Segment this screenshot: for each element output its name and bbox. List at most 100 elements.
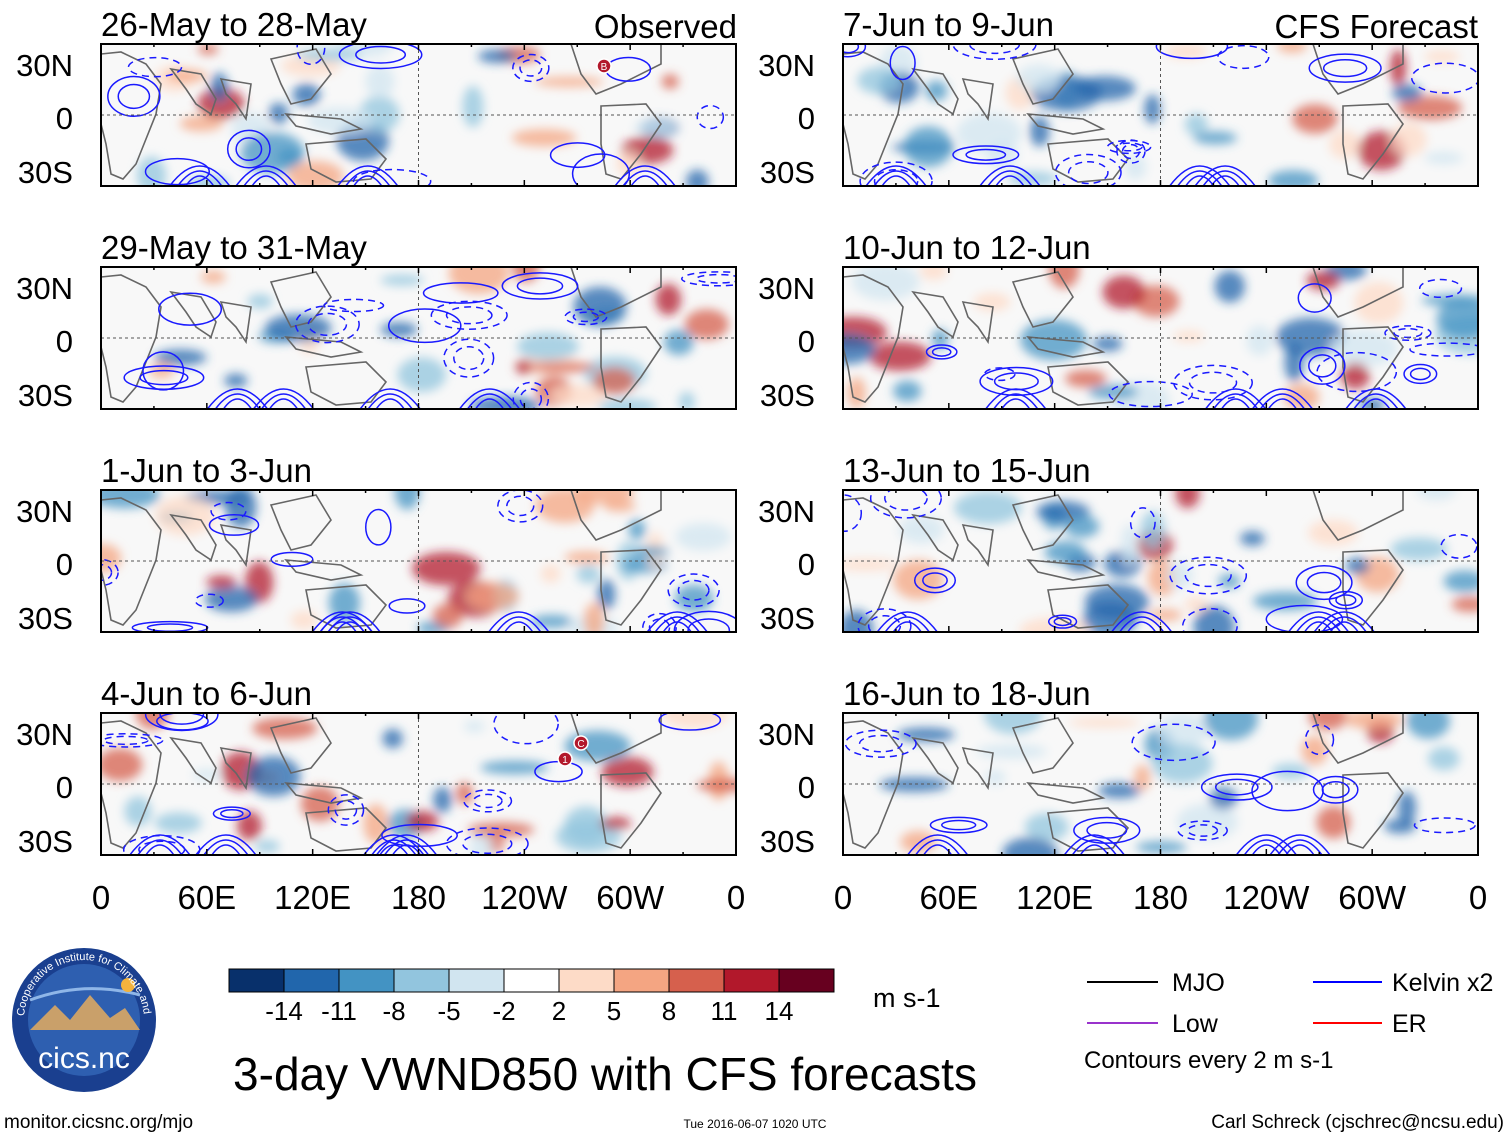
kelvin-contour bbox=[458, 388, 521, 409]
wind-anomaly-blob bbox=[663, 329, 694, 356]
kelvin-contour bbox=[381, 823, 458, 848]
wind-anomaly-blob bbox=[277, 148, 301, 164]
wind-anomaly-blob bbox=[896, 727, 955, 742]
kelvin-contour bbox=[1054, 153, 1122, 186]
panel-date-label: 1-Jun to 3-Jun bbox=[101, 452, 312, 489]
wind-anomaly-blob bbox=[987, 140, 1018, 170]
kelvin-contour bbox=[564, 308, 608, 326]
wind-anomaly-blob bbox=[412, 551, 481, 586]
logo-mountains-icon bbox=[30, 995, 140, 1030]
coastline bbox=[1026, 559, 1106, 581]
colorbar-tick-label: 2 bbox=[552, 996, 566, 1026]
kelvin-contour bbox=[1194, 165, 1256, 186]
latitude-label: 30S bbox=[760, 155, 815, 190]
coastline bbox=[911, 290, 959, 339]
coastline bbox=[169, 513, 217, 562]
wind-anomaly-blob bbox=[616, 150, 641, 177]
wind-anomaly-blob bbox=[857, 66, 901, 94]
coastline bbox=[169, 736, 217, 785]
latitude-label: 30N bbox=[758, 494, 815, 529]
kelvin-contour bbox=[1304, 724, 1335, 756]
coastline bbox=[269, 271, 332, 328]
kelvin-contour bbox=[1129, 507, 1156, 539]
coastline bbox=[284, 782, 364, 804]
kelvin-contour bbox=[1413, 817, 1476, 834]
coastline bbox=[169, 67, 217, 116]
kelvin-contour bbox=[1184, 563, 1232, 588]
colorbar-swatch bbox=[228, 968, 285, 993]
kelvin-contour bbox=[107, 75, 161, 118]
wind-anomaly-blob bbox=[530, 614, 574, 629]
kelvin-contours bbox=[843, 490, 1478, 632]
kelvin-contour bbox=[371, 839, 417, 855]
wind-anomaly-blob bbox=[684, 309, 729, 340]
latitude-label: 30S bbox=[18, 601, 73, 636]
colorbar: -14 -11 -8 -5 -2 2 5 8 11 14 bbox=[228, 968, 835, 1026]
kelvin-contour bbox=[867, 615, 902, 632]
kelvin-contour bbox=[211, 844, 241, 855]
wind-anomaly-blob bbox=[655, 283, 682, 316]
coastline bbox=[284, 113, 364, 135]
wind-anomaly-blob bbox=[432, 603, 463, 629]
coastline bbox=[1047, 807, 1130, 852]
wind-anomaly-blob bbox=[511, 129, 577, 147]
longitude-label: 120E bbox=[274, 879, 351, 916]
coastline bbox=[169, 290, 217, 339]
coastline bbox=[961, 300, 994, 345]
kelvin-contour bbox=[1155, 44, 1229, 60]
coastline bbox=[600, 549, 662, 626]
latitude-label: 0 bbox=[56, 324, 73, 359]
wind-anomaly-blob bbox=[206, 575, 237, 589]
wind-anomaly-blob bbox=[448, 267, 509, 294]
wind-anomaly-blob bbox=[1344, 713, 1404, 730]
kelvin-contour bbox=[1418, 278, 1463, 299]
kelvin-contours bbox=[107, 44, 725, 186]
kelvin-contour bbox=[337, 165, 399, 186]
wind-anomaly-blob bbox=[210, 72, 229, 102]
kelvin-contour bbox=[979, 366, 1054, 396]
kelvin-contour bbox=[1188, 371, 1238, 394]
coastline bbox=[269, 494, 332, 551]
wind-anomaly-blob bbox=[1277, 44, 1307, 53]
wind-anomaly-blob bbox=[1064, 515, 1100, 538]
colorbar-tick-label: -14 bbox=[265, 996, 303, 1026]
kelvin-contour bbox=[654, 616, 700, 632]
wind-anomaly-blob bbox=[1424, 151, 1464, 165]
coastline bbox=[843, 51, 904, 180]
coastlines bbox=[843, 490, 1404, 629]
coastline bbox=[911, 67, 959, 116]
wind-anomaly-blob bbox=[631, 546, 670, 557]
map-panel: 1-Jun to 3-Jun 30N 0 30S bbox=[16, 452, 737, 636]
kelvin-contour bbox=[512, 53, 550, 83]
coastline bbox=[911, 736, 959, 785]
kelvin-contour bbox=[857, 608, 912, 632]
storm-marker-dot bbox=[573, 735, 589, 751]
wind-anomaly-blob bbox=[1406, 713, 1451, 739]
kelvin-contour bbox=[873, 169, 919, 186]
kelvin-contour bbox=[243, 170, 289, 186]
kelvin-contour bbox=[1321, 780, 1350, 799]
logo-sun-icon bbox=[121, 978, 135, 992]
kelvin-contour bbox=[1295, 616, 1342, 632]
kelvin-contour bbox=[680, 271, 736, 287]
logo-text: cics.nc bbox=[38, 1042, 130, 1075]
kelvin-contour bbox=[123, 365, 205, 391]
wind-anomaly-blob bbox=[540, 564, 561, 583]
kelvin-contour bbox=[1131, 723, 1216, 762]
wind-anomaly-blob bbox=[1424, 50, 1460, 63]
longitude-label: 60W bbox=[1338, 879, 1407, 916]
wind-anomaly-blob bbox=[380, 322, 418, 337]
kelvin-contour bbox=[327, 794, 365, 826]
panel-ticks bbox=[842, 490, 1479, 632]
wind-anomaly-blob bbox=[515, 359, 533, 375]
kelvin-contour bbox=[1073, 816, 1141, 844]
kelvin-contour bbox=[1001, 398, 1031, 409]
coastline bbox=[1047, 361, 1130, 406]
wind-anomaly-blob bbox=[247, 294, 273, 309]
coastline bbox=[219, 746, 252, 791]
kelvin-contour bbox=[1220, 398, 1251, 409]
colorbar-tick-label: 5 bbox=[607, 996, 621, 1026]
coastline bbox=[1026, 336, 1106, 358]
kelvin-contour bbox=[1169, 165, 1231, 186]
wind-anomaly-blob bbox=[200, 270, 226, 284]
